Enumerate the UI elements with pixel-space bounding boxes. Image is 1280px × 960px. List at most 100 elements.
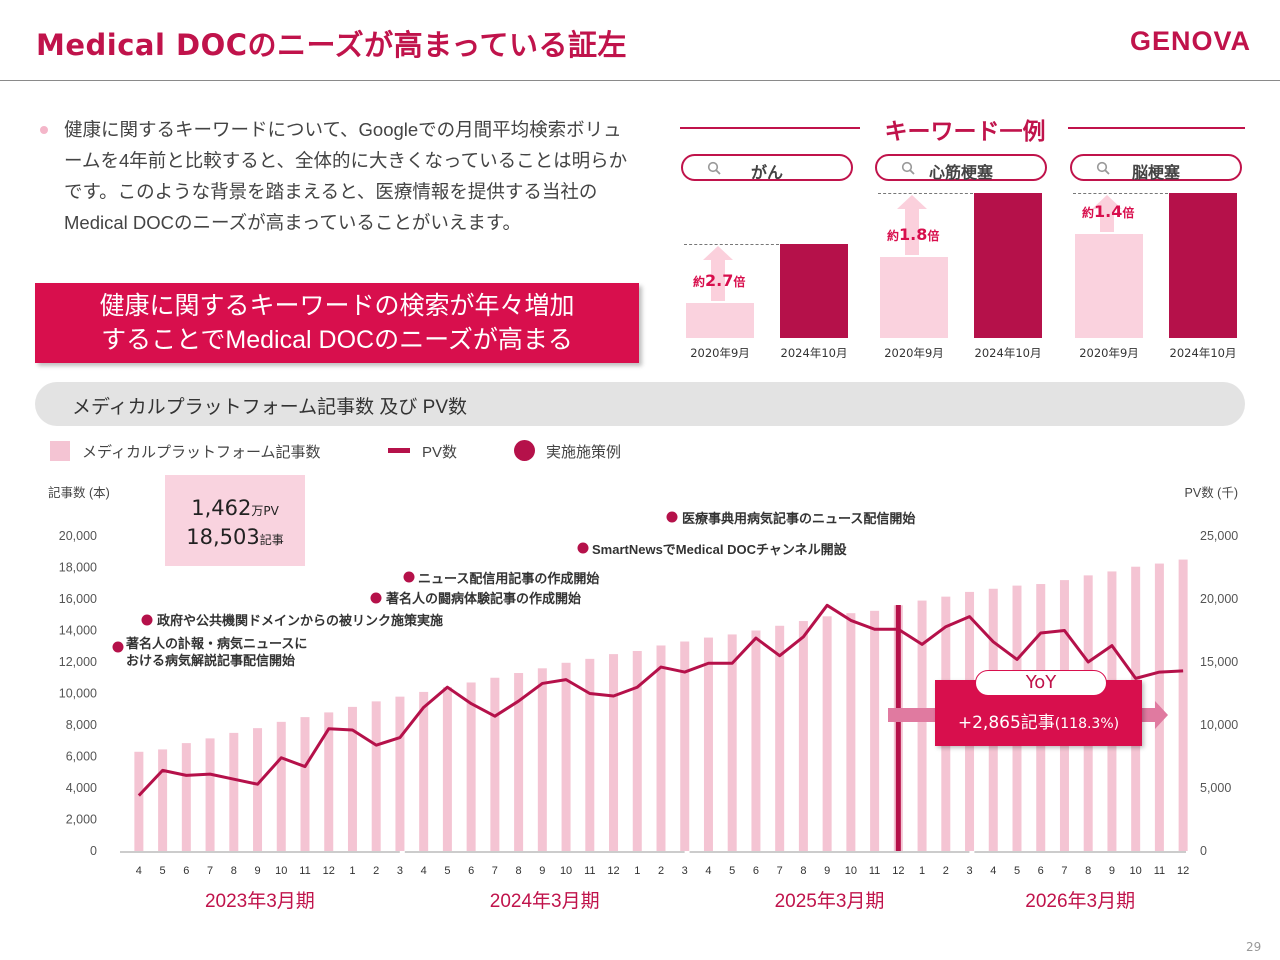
article-count-bar (703, 637, 713, 851)
month-tick-label: 12 (1177, 865, 1189, 877)
month-tick-label: 6 (468, 865, 474, 877)
article-count-bar (205, 738, 215, 851)
page-number: 29 (1246, 940, 1262, 954)
month-tick-label: 5 (1014, 865, 1020, 877)
month-tick-label: 8 (231, 865, 237, 877)
fiscal-period-label: 2026年3月期 (1025, 890, 1135, 912)
articles-unit: 記事 (259, 533, 284, 547)
article-count-bar (870, 610, 880, 851)
article-count-bar (276, 721, 286, 851)
month-tick-label: 12 (607, 865, 619, 877)
article-count-bar (419, 691, 429, 851)
callout-box: 健康に関するキーワードの検索が年々増加 することでMedical DOCのニーズ… (35, 283, 639, 363)
pv-unit: 万PV (251, 504, 279, 518)
articles-number: 18,503 (186, 525, 260, 549)
bar-after-label: 2024年10月 (1169, 346, 1237, 360)
multiplier-suffix: 倍 (927, 229, 940, 244)
article-count-bar (537, 668, 547, 851)
month-tick-label: 2 (658, 865, 664, 877)
right-tick-label: 5,000 (1200, 781, 1231, 795)
article-count-bar (632, 650, 642, 851)
latest-article-value: 18,503記事 (165, 525, 305, 549)
keyword-section-title: キーワード一例 (884, 119, 1046, 145)
left-tick-label: 8,000 (66, 718, 97, 732)
left-tick-label: 14,000 (59, 624, 97, 638)
month-tick-label: 4 (421, 865, 427, 877)
chart-section-title: メディカルプラットフォーム記事数 及び PV数 (72, 397, 468, 418)
article-count-bar (371, 701, 381, 851)
bullet-icon (40, 126, 48, 134)
article-count-bar (134, 751, 144, 851)
month-tick-label: 6 (753, 865, 759, 877)
pv-number: 1,462 (191, 496, 252, 520)
growth-arrow-icon (703, 246, 733, 302)
month-tick-label: 10 (560, 865, 572, 877)
month-tick-label: 6 (1038, 865, 1044, 877)
month-tick-label: 10 (275, 865, 287, 877)
article-count-bar (585, 658, 595, 851)
month-tick-label: 7 (1061, 865, 1067, 877)
month-tick-label: 1 (919, 865, 925, 877)
keyword-search-pill: がん (681, 154, 853, 182)
legend-dot-swatch (514, 440, 535, 461)
initiative-label: 著名人の闘病体験記事の作成開始 (385, 591, 581, 606)
month-tick-label: 11 (869, 865, 880, 877)
month-tick-label: 4 (705, 865, 711, 877)
month-tick-label: 3 (966, 865, 972, 877)
month-tick-label: 10 (845, 865, 857, 877)
yoy-value: +2,865記事(118.3%) (935, 708, 1142, 733)
month-tick-label: 11 (299, 865, 310, 877)
legend-bar-label: メディカルプラットフォーム記事数 (82, 444, 321, 461)
bar-after-label: 2024年10月 (780, 346, 848, 360)
yoy-label: YoY (975, 670, 1107, 696)
left-tick-label: 10,000 (59, 687, 97, 701)
initiative-label: 政府や公共機関ドメインからの被リンク施策実施 (157, 613, 443, 628)
article-count-bar (395, 696, 405, 851)
bar-before-label: 2020年9月 (690, 346, 750, 360)
left-tick-label: 16,000 (59, 592, 97, 606)
article-count-bar (1178, 559, 1188, 851)
keyword-label: 心筋梗塞 (928, 163, 993, 182)
yoy-number: +2,865記事 (957, 713, 1055, 733)
multiplier-prefix: 約 (1082, 206, 1095, 221)
initiative-dot (112, 641, 124, 653)
article-count-bar (300, 717, 310, 851)
month-tick-label: 9 (254, 865, 260, 877)
month-tick-label: 7 (777, 865, 783, 877)
month-tick-label: 10 (1130, 865, 1142, 877)
keyword-label: がん (750, 163, 783, 182)
left-tick-label: 6,000 (66, 750, 97, 764)
bar-before (1075, 234, 1143, 338)
article-count-bar (514, 673, 524, 851)
keyword-label: 脳梗塞 (1131, 163, 1180, 182)
reference-dashed-line (684, 244, 779, 245)
right-tick-label: 20,000 (1200, 592, 1238, 606)
initiative-dot (370, 592, 382, 604)
bar-after (780, 244, 848, 338)
right-tick-label: 10,000 (1200, 718, 1238, 732)
multiplier-value: 1.4 (1094, 202, 1123, 222)
month-tick-label: 11 (1154, 865, 1165, 877)
latest-pv-value: 1,462万PV (165, 496, 305, 520)
search-icon (1096, 161, 1110, 175)
month-tick-label: 9 (1109, 865, 1115, 877)
initiative-label-line2: おける病気解説記事配信開始 (126, 653, 295, 668)
initiative-dot (403, 571, 415, 583)
multiplier-prefix: 約 (693, 275, 706, 290)
keyword-title-rule-right (1068, 127, 1245, 129)
month-tick-label: 8 (800, 865, 806, 877)
callout-line-2: することでMedical DOCのニーズが高まる (101, 326, 573, 354)
fiscal-period-label: 2025年3月期 (775, 890, 885, 912)
yoy-percent: (118.3%) (1054, 716, 1120, 732)
initiative-label: ニュース配信用記事の作成開始 (418, 571, 599, 586)
month-tick-label: 9 (539, 865, 545, 877)
month-tick-label: 5 (444, 865, 450, 877)
legend-line-label: PV数 (422, 444, 458, 461)
article-count-bar (822, 616, 832, 851)
search-icon (901, 161, 915, 175)
left-tick-label: 0 (90, 844, 97, 858)
month-tick-label: 4 (990, 865, 996, 877)
article-count-bar (229, 732, 239, 851)
month-tick-label: 2 (943, 865, 949, 877)
article-count-bar (253, 728, 263, 851)
